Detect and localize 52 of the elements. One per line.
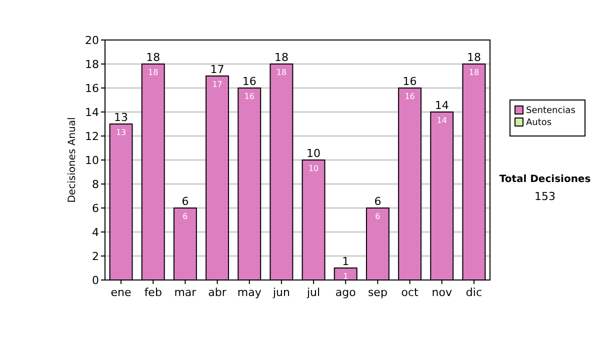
x-tick-label: feb	[144, 286, 162, 299]
total-label: 18	[146, 51, 160, 64]
x-tick-label: dic	[466, 286, 482, 299]
data-label: 13	[116, 128, 126, 137]
x-tick-label: nov	[432, 286, 452, 299]
data-label: 16	[404, 92, 415, 101]
x-tick-label: may	[237, 286, 262, 299]
y-axis-title: Decisiones Anual	[67, 117, 78, 203]
x-tick-label: ene	[110, 286, 132, 299]
data-label: 6	[375, 212, 380, 221]
legend-label: Autos	[526, 118, 552, 128]
x-tick-label: ago	[335, 286, 356, 299]
y-tick-label: 0	[92, 274, 99, 287]
data-label: 16	[244, 92, 254, 101]
y-tick-label: 16	[85, 82, 99, 95]
y-tick-label: 8	[92, 178, 99, 191]
y-tick-label: 10	[85, 154, 99, 167]
data-label: 17	[212, 80, 222, 89]
y-tick-label: 14	[85, 106, 99, 119]
total-label: 18	[274, 51, 288, 64]
y-tick-label: 20	[85, 34, 99, 47]
text: Total Decisiones	[499, 174, 591, 185]
total-label: 13	[114, 111, 128, 124]
data-label: 1	[343, 272, 348, 281]
y-tick-label: 12	[85, 130, 99, 143]
total-label: 17	[210, 63, 224, 76]
x-tick-label: jun	[272, 286, 290, 299]
total-label: 16	[242, 75, 256, 88]
data-label: 18	[276, 68, 287, 77]
data-label: 18	[148, 68, 158, 77]
data-label: 6	[182, 212, 188, 221]
total-label: 16	[402, 75, 417, 88]
total-label: 10	[306, 147, 321, 160]
x-tick-label: jul	[306, 286, 320, 299]
legend-label: Sentencias	[526, 106, 576, 116]
data-label: 10	[308, 164, 319, 173]
y-tick-label: 18	[85, 58, 99, 71]
text: 153	[534, 190, 556, 203]
total-label: 6	[182, 195, 189, 208]
x-tick-label: abr	[208, 286, 227, 299]
y-tick-label: 6	[92, 202, 99, 215]
total-label: 1	[342, 255, 350, 268]
total-label: 18	[466, 51, 481, 64]
total-label: 14	[434, 99, 449, 112]
y-tick-label: 2	[92, 250, 99, 263]
total-label: 6	[374, 195, 382, 208]
x-tick-label: mar	[174, 286, 197, 299]
x-tick-label: sep	[368, 286, 388, 299]
y-tick-label: 4	[92, 226, 99, 239]
data-label: 18	[468, 68, 480, 77]
data-label: 14	[436, 116, 447, 125]
x-tick-label: oct	[401, 286, 420, 299]
